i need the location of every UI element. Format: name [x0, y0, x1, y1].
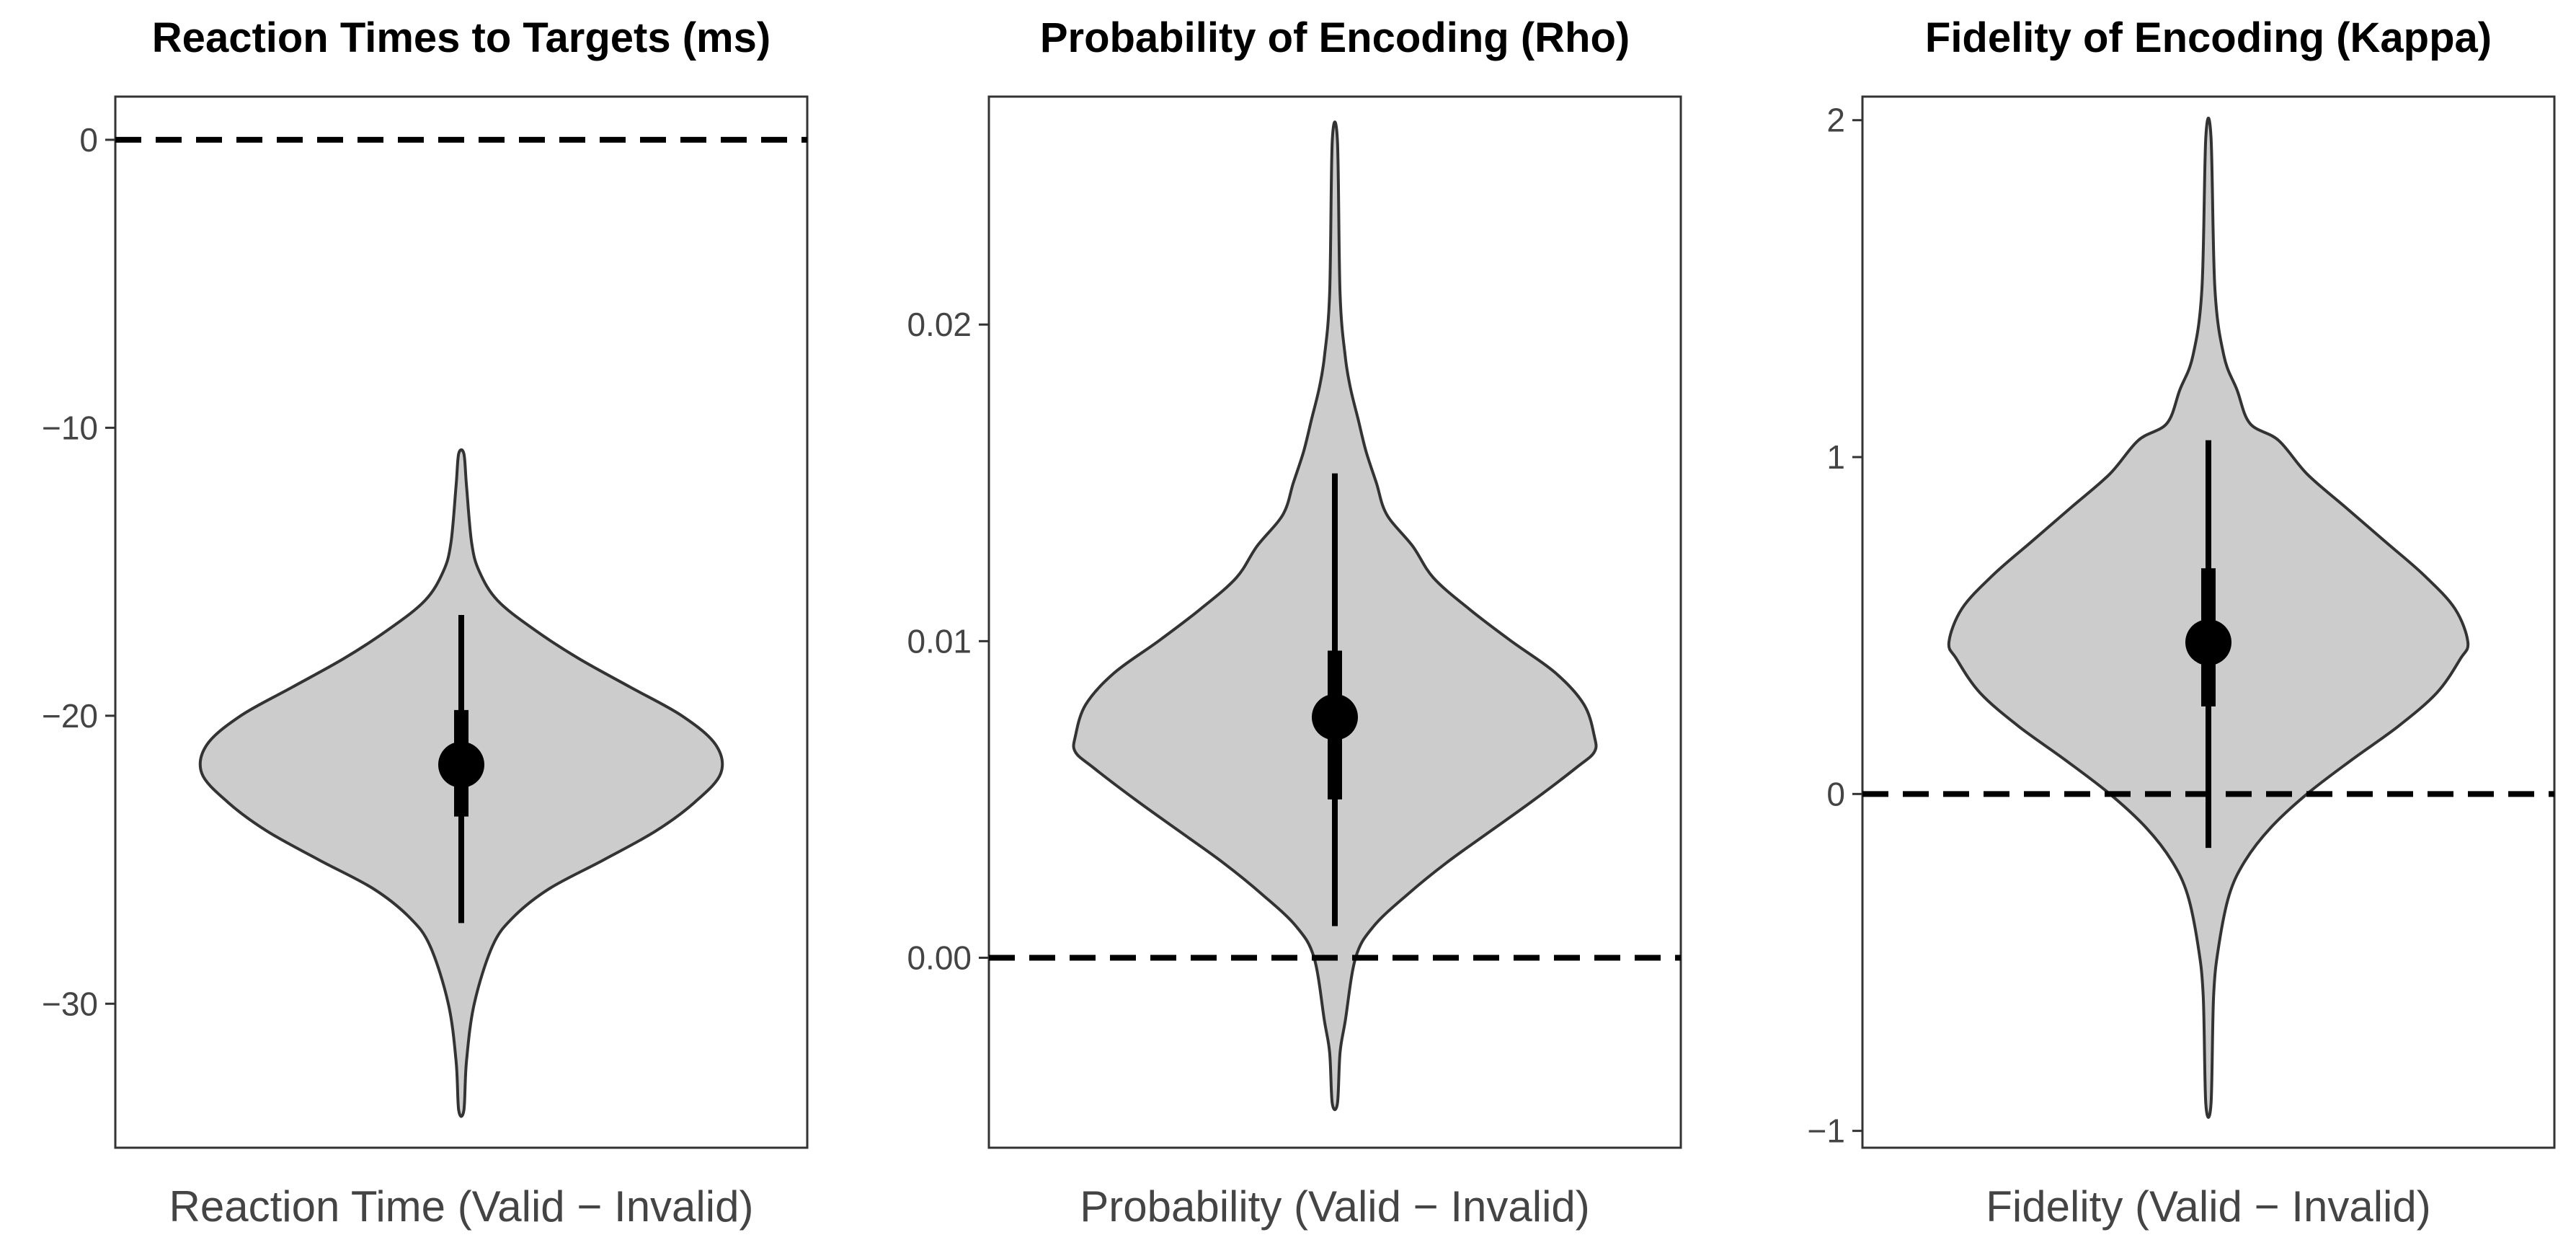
- y-tick-label: 0.00: [907, 939, 972, 977]
- panel-border: [1861, 95, 2556, 1149]
- y-tick-label: 0: [1826, 775, 1845, 812]
- y-tick-label: −10: [42, 409, 98, 446]
- x-axis-label: Fidelity (Valid − Invalid): [1986, 1182, 2430, 1231]
- y-tick-label: 1: [1826, 438, 1845, 476]
- y-tick-label: −1: [1808, 1112, 1845, 1150]
- y-tick-label: 0.02: [907, 306, 972, 343]
- panel-probability: Probability of Encoding (Rho) Probabilit…: [907, 14, 1682, 1231]
- x-axis-label: Probability (Valid − Invalid): [1080, 1182, 1590, 1231]
- y-tick-label: −20: [42, 697, 98, 735]
- y-tick-label: 0: [79, 121, 98, 159]
- y-tick-label: −30: [42, 985, 98, 1022]
- median-point: [438, 741, 484, 788]
- panel-reaction-times: Reaction Times to Targets (ms) Reaction …: [42, 14, 809, 1231]
- panel-border: [987, 95, 1682, 1149]
- median-point: [1312, 694, 1358, 740]
- panel-title: Probability of Encoding (Rho): [1040, 14, 1630, 61]
- y-tick-label: 2: [1826, 102, 1845, 139]
- panel-title: Reaction Times to Targets (ms): [152, 14, 770, 61]
- median-point: [2185, 619, 2231, 666]
- y-tick-label: 0.01: [907, 622, 972, 660]
- x-axis-label: Reaction Time (Valid − Invalid): [169, 1182, 754, 1231]
- panel-fidelity: Fidelity of Encoding (Kappa) Fidelity (V…: [1808, 14, 2556, 1231]
- panel-title: Fidelity of Encoding (Kappa): [1925, 14, 2492, 61]
- panel-border: [114, 95, 809, 1149]
